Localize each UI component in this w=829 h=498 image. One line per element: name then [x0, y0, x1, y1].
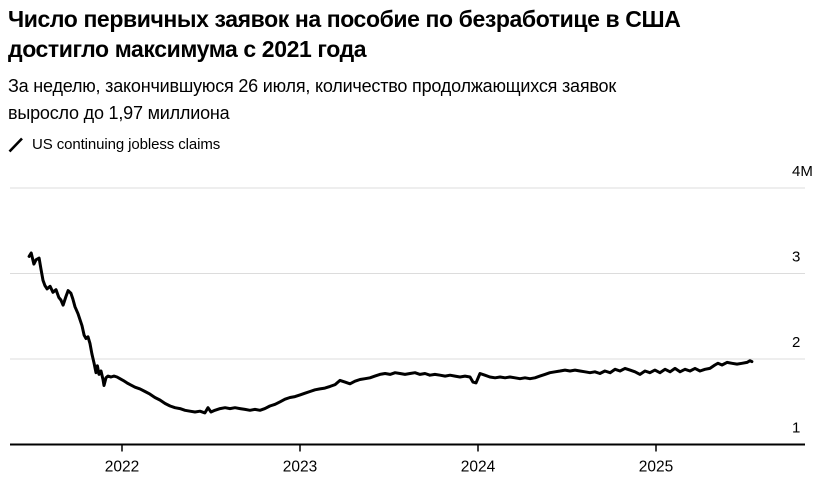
y-axis-label: 1 — [792, 420, 800, 437]
legend-series-label: US continuing jobless claims — [32, 136, 221, 153]
title-line-2: достигло максимума с 2021 года — [8, 36, 367, 62]
legend: US continuing jobless claims — [8, 136, 220, 153]
axis-ticks — [121, 444, 657, 452]
axis-labels: 4M 3 2 1 2022 2023 2024 2025 — [105, 163, 813, 476]
subtitle-line-1: За неделю, закончившуюся 26 июля, количе… — [8, 76, 617, 96]
x-axis-label: 2022 — [105, 459, 139, 476]
subtitle-line-2: выросло до 1,97 миллиона — [8, 103, 230, 123]
chart-subtitle: За неделю, закончившуюся 26 июля, количе… — [8, 73, 820, 127]
y-axis-label: 2 — [792, 334, 800, 351]
chart-header: Число первичных заявок на пособие по без… — [8, 4, 820, 127]
page-title: Число первичных заявок на пособие по без… — [8, 4, 820, 64]
title-line-1: Число первичных заявок на пособие по без… — [8, 6, 681, 32]
line-series-marker-icon — [8, 137, 23, 152]
y-axis-label: 4M — [792, 163, 813, 180]
x-axis-label: 2025 — [639, 459, 673, 476]
series-line — [27, 251, 754, 415]
y-axis-label: 3 — [792, 249, 800, 266]
x-axis-label: 2023 — [283, 459, 317, 476]
x-axis-label: 2024 — [461, 459, 496, 476]
gridlines — [10, 187, 805, 446]
